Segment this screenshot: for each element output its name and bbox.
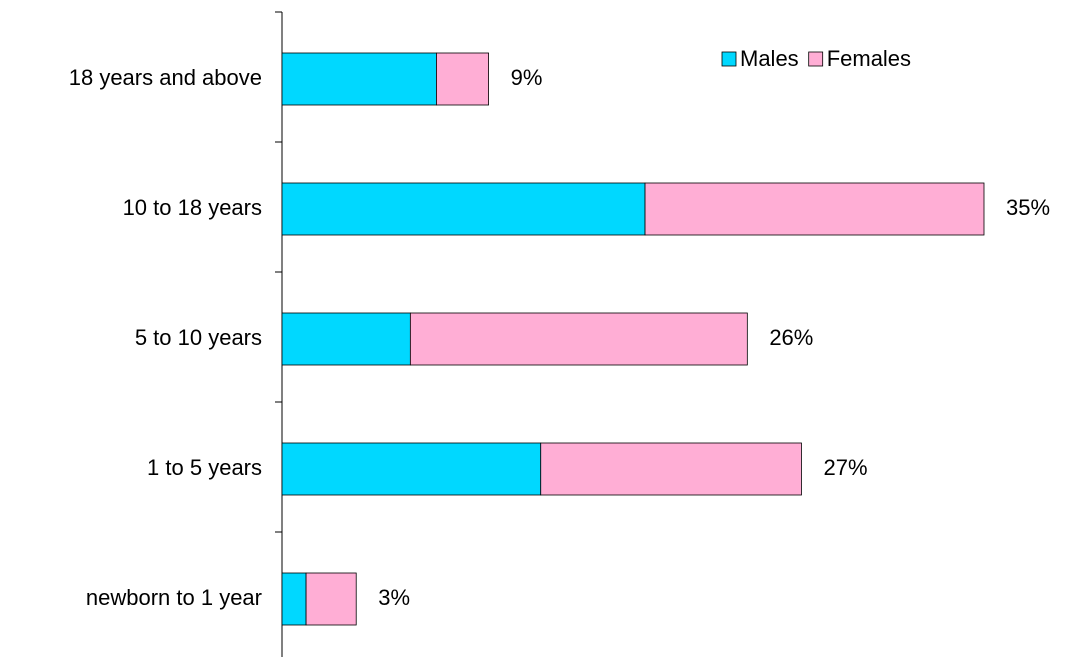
bar-segment <box>305 572 357 626</box>
legend-label: Females <box>827 46 911 71</box>
bar-segment <box>281 182 646 236</box>
bar-segment <box>409 312 748 366</box>
bar-segment <box>540 442 802 496</box>
legend-swatch <box>721 51 737 67</box>
bar-segment <box>281 52 437 106</box>
bar-segment <box>281 442 542 496</box>
total-label: 27% <box>823 455 867 480</box>
total-label: 3% <box>378 585 410 610</box>
y-tick-label: 5 to 10 years <box>135 325 262 350</box>
total-label: 26% <box>769 325 813 350</box>
y-tick-label: newborn to 1 year <box>86 585 262 610</box>
bar-segment <box>644 182 985 236</box>
legend-swatch <box>808 51 824 67</box>
total-label: 9% <box>511 65 543 90</box>
bar-segment <box>281 312 411 366</box>
total-label: 35% <box>1006 195 1050 220</box>
bar-segment <box>281 572 307 626</box>
y-tick-label: 10 to 18 years <box>123 195 262 220</box>
y-tick-label: 18 years and above <box>69 65 262 90</box>
legend-label: Males <box>740 46 799 71</box>
y-tick-label: 1 to 5 years <box>147 455 262 480</box>
bar-segment <box>436 52 489 106</box>
